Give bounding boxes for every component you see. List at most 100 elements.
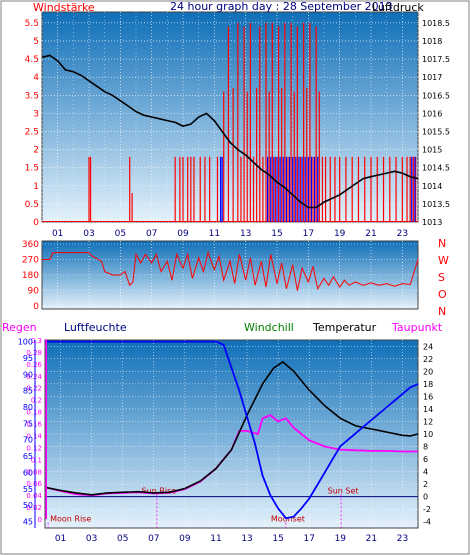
pressure-y-tick: 1015 xyxy=(422,146,442,155)
temp-x-tick: 01 xyxy=(55,534,66,544)
temp-y-tick: 24 xyxy=(423,342,433,351)
temp-humidity-series xyxy=(44,339,419,520)
temp-x-tick: 11 xyxy=(210,534,221,544)
temp-x-axis-ticks: 01 03 05 07 09 11 13 15 17 19 21 23 xyxy=(55,534,408,544)
wind-y-tick: 4.5 xyxy=(25,55,39,65)
compass-label: N xyxy=(438,237,446,250)
direction-line xyxy=(42,250,419,291)
direction-y-tick: 360 xyxy=(22,240,39,250)
humidity-y-tick: 70 xyxy=(23,436,33,445)
humidity-y-tick: 95 xyxy=(23,354,33,363)
humidity-y-tick: 80 xyxy=(23,403,33,412)
rain-y-tick: 0.2 xyxy=(31,397,42,405)
temp-x-tick: 21 xyxy=(366,534,377,544)
wind-y-tick: 2 xyxy=(33,146,39,156)
windchill-legend: Windchill xyxy=(244,321,294,334)
wind-y-tick: 0.5 xyxy=(25,200,39,210)
wind-x-tick: 17 xyxy=(303,229,314,239)
pressure-y-tick: 1014.5 xyxy=(422,164,450,173)
humidity-y-tick: 100 xyxy=(18,338,33,347)
pressure-series xyxy=(41,54,419,209)
temp-y-tick: -4 xyxy=(423,518,431,527)
wind-axis-title: Windstärke xyxy=(33,1,95,14)
wind-x-tick: 13 xyxy=(240,229,251,239)
wind-gust-series xyxy=(220,156,416,222)
wind-direction-series xyxy=(42,250,419,291)
temp-x-tick: 13 xyxy=(241,534,252,544)
wind-x-tick: 19 xyxy=(334,229,346,239)
compass-label: N xyxy=(438,305,446,318)
humidity-axis-title: Luftfeuchte xyxy=(64,321,127,334)
wind-x-tick: 09 xyxy=(177,229,189,239)
wind-y-tick: 4 xyxy=(33,73,39,83)
temp-x-tick: 07 xyxy=(148,534,159,544)
direction-y-tick: 270 xyxy=(22,256,39,266)
rain-y-tick: 0.28 xyxy=(26,349,42,357)
humidity-y-tick: 85 xyxy=(23,387,33,396)
wind-x-tick: 07 xyxy=(146,229,157,239)
rain-y-tick: 0.12 xyxy=(26,444,42,452)
temp-x-tick: 05 xyxy=(117,534,128,544)
pressure-y-tick: 1018 xyxy=(422,37,442,46)
humidity-y-tick: 75 xyxy=(23,419,33,428)
pressure-y-tick: 1016 xyxy=(422,109,442,118)
pressure-y-tick: 1018.5 xyxy=(422,19,450,28)
temp-x-tick: 19 xyxy=(335,534,347,544)
wind-x-tick: 05 xyxy=(115,229,126,239)
humidity-y-axis-ticks: 45 50 55 60 65 70 75 80 85 90 95 100 xyxy=(18,338,36,528)
temp-y-tick: 16 xyxy=(423,392,433,401)
wind-x-axis-ticks: 01 03 05 07 09 11 13 15 17 19 21 23 xyxy=(52,229,408,239)
wind-y-tick: 0 xyxy=(33,218,39,228)
rain-line xyxy=(45,339,48,519)
temp-y-tick: -2 xyxy=(423,505,431,514)
temp-y-tick: 12 xyxy=(423,417,433,426)
direction-y-tick: 90 xyxy=(28,287,40,297)
temp-x-tick: 23 xyxy=(397,534,408,544)
rain-y-tick: 0.22 xyxy=(26,385,42,393)
chart-title: 24 hour graph day : 28 September 2013 xyxy=(170,0,393,13)
temp-y-tick: 6 xyxy=(423,455,428,464)
wind-x-tick: 11 xyxy=(209,229,220,239)
humidity-y-tick: 60 xyxy=(23,468,33,477)
rain-y-tick: 0.02 xyxy=(26,504,42,512)
temp-x-tick: 03 xyxy=(86,534,97,544)
wind-y-tick: 1.5 xyxy=(25,164,39,174)
rain-y-tick: 0.24 xyxy=(26,373,42,381)
humidity-y-tick: 50 xyxy=(23,501,33,510)
compass-label: O xyxy=(438,288,447,301)
compass-label: S xyxy=(438,271,445,284)
pressure-line xyxy=(41,54,419,209)
temperature-legend: Temperatur xyxy=(312,321,377,334)
temp-x-tick: 17 xyxy=(303,534,314,544)
pressure-axis-title: Luftdruck xyxy=(372,1,424,14)
compass-label: W xyxy=(438,254,449,267)
humidity-y-tick: 55 xyxy=(23,485,33,494)
rain-y-tick: 0.06 xyxy=(26,480,42,488)
pressure-y-tick: 1017 xyxy=(422,73,442,82)
rain-y-tick: 0.04 xyxy=(26,492,42,500)
sunset-label: Sun Set xyxy=(328,486,359,495)
temp-y-tick: 8 xyxy=(423,443,428,452)
wind-y-tick: 2.5 xyxy=(25,127,39,137)
rain-y-tick: 0.14 xyxy=(26,432,42,440)
humidity-y-tick: 45 xyxy=(23,517,33,526)
astro-event-markers: Sun Rise Sun Set Moon Rise Moonset xyxy=(45,486,418,528)
pressure-y-tick: 1016.5 xyxy=(422,91,450,100)
wind-y-tick: 5.5 xyxy=(25,19,39,29)
pressure-y-tick: 1013.5 xyxy=(422,200,450,209)
rain-y-tick: 0.16 xyxy=(26,421,42,429)
moonset-label: Moonset xyxy=(271,515,305,524)
rain-y-tick: 0 xyxy=(38,516,42,524)
wind-x-tick: 21 xyxy=(365,229,376,239)
sunrise-label: Sun Rise xyxy=(142,486,177,495)
rain-y-tick: 0.26 xyxy=(26,361,42,369)
rain-y-tick: 0.08 xyxy=(26,468,42,476)
direction-panel-background xyxy=(41,240,419,310)
humidity-y-tick: 65 xyxy=(23,452,33,461)
temp-y-tick: 18 xyxy=(423,380,433,389)
temp-y-tick: 4 xyxy=(423,468,428,477)
pressure-y-tick: 1013 xyxy=(422,218,442,227)
